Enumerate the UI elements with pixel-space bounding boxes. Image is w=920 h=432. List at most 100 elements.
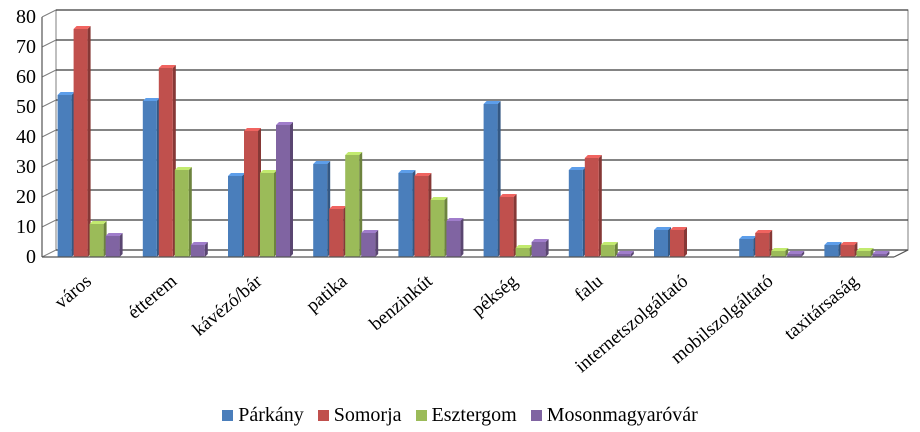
bar-4-2 — [430, 197, 448, 257]
x-tick-label-1: étterem — [124, 271, 181, 324]
bar-7-1 — [670, 227, 687, 257]
bar-top-6-0 — [568, 167, 586, 170]
legend-label-1: Somorja — [333, 404, 402, 426]
bar-top-0-2 — [89, 221, 107, 224]
bar-top-1-0 — [142, 98, 160, 101]
bar-side-7-1 — [684, 227, 687, 257]
bar-1-0 — [142, 98, 160, 257]
bar-6-3 — [616, 251, 634, 257]
bar-5-0 — [483, 101, 501, 257]
bar-front-2-2 — [260, 173, 274, 257]
bar-top-4-3 — [446, 218, 464, 221]
legend-label-0: Párkány — [238, 404, 304, 426]
y-tick-label-4: 40 — [16, 126, 36, 148]
legend-item-3: Mosonmagyaróvár — [530, 404, 698, 427]
grid-diagonal-6 — [41, 69, 57, 78]
legend-swatch-2 — [415, 410, 427, 421]
bar-top-3-0 — [313, 161, 331, 164]
bar-top-6-1 — [584, 155, 602, 158]
bar-top-9-0 — [824, 242, 842, 245]
x-tick-label-9: taxitársaság — [780, 270, 863, 344]
bar-top-0-3 — [105, 233, 123, 236]
x-tick-label-0: város — [51, 271, 96, 314]
x-axis-labels: város étterem kávézó/bár patika benzinkút pék… — [51, 270, 863, 377]
bar-2-1 — [244, 128, 261, 257]
bar-front-6-0 — [568, 170, 583, 257]
bar-front-0-1 — [73, 29, 88, 257]
bar-8-0 — [739, 236, 757, 257]
bar-front-0-0 — [57, 95, 72, 257]
bar-top-8-1 — [755, 230, 773, 233]
bar-side-6-2 — [614, 242, 618, 257]
bar-top-1-1 — [158, 65, 176, 68]
bar-top-8-0 — [739, 236, 757, 239]
bar-top-9-2 — [856, 248, 874, 251]
y-tick-label-0: 0 — [26, 246, 36, 268]
bar-front-8-0 — [739, 239, 754, 257]
bar-front-8-2 — [771, 251, 786, 257]
bar-front-6-1 — [584, 158, 599, 257]
bar-2-0 — [228, 173, 245, 257]
bar-front-0-3 — [105, 236, 120, 257]
y-axis-ticks: 0 10 20 30 40 50 60 70 80 — [16, 6, 36, 268]
bar-front-3-3 — [361, 233, 376, 257]
bar-front-2-3 — [276, 125, 290, 257]
bar-6-2 — [600, 242, 618, 257]
bar-top-5-3 — [531, 239, 549, 242]
grid-lines — [41, 9, 909, 258]
bar-top-3-3 — [361, 230, 379, 233]
bar-top-1-3 — [190, 242, 208, 245]
bar-top-6-3 — [616, 251, 634, 254]
bar-front-4-1 — [414, 176, 429, 257]
bar-3-0 — [313, 161, 331, 257]
bar-8-1 — [755, 230, 773, 257]
bar-7-0 — [654, 227, 671, 257]
legend-item-0: Párkány — [222, 404, 304, 427]
bar-top-5-1 — [499, 194, 517, 197]
y-tick-label-1: 10 — [16, 216, 36, 238]
bar-front-9-2 — [856, 251, 871, 257]
bar-side-9-3 — [886, 251, 890, 257]
bar-side-6-1 — [598, 155, 602, 257]
bar-side-1-3 — [204, 242, 208, 257]
bar-side-5-1 — [513, 194, 517, 257]
bar-front-1-0 — [142, 101, 157, 257]
floor-edge — [893, 249, 909, 258]
x-tick-label-5: pékség — [468, 270, 522, 320]
bar-top-4-1 — [414, 173, 432, 176]
x-tick-label-6: falu — [571, 270, 608, 305]
y-tick-label-5: 50 — [16, 96, 36, 118]
bar-top-8-2 — [771, 248, 789, 251]
bar-top-3-1 — [329, 206, 347, 209]
bar-top-9-3 — [872, 251, 890, 254]
bar-9-2 — [856, 248, 874, 257]
bar-0-3 — [105, 233, 123, 257]
y-tick-label-6: 60 — [16, 66, 36, 88]
bar-6-0 — [568, 167, 586, 257]
bar-front-5-3 — [531, 242, 546, 257]
x-tick-label-3: patika — [302, 270, 351, 316]
bar-side-8-1 — [769, 230, 773, 257]
grid-diagonal-5 — [41, 99, 57, 108]
bar-4-1 — [414, 173, 432, 257]
bar-front-7-0 — [654, 230, 668, 257]
bar-0-0 — [57, 92, 75, 257]
bar-front-5-1 — [499, 197, 514, 257]
bar-front-2-0 — [228, 176, 242, 257]
bar-9-0 — [824, 242, 842, 257]
bar-top-5-0 — [483, 101, 501, 104]
bar-1-2 — [174, 167, 192, 257]
bar-side-5-3 — [545, 239, 549, 257]
axes — [41, 17, 909, 258]
bar-side-0-3 — [119, 233, 123, 257]
bar-1-1 — [158, 65, 176, 257]
bar-side-4-3 — [460, 218, 464, 257]
x-tick-label-2: kávézó/bár — [189, 270, 267, 340]
bar-front-4-3 — [446, 221, 461, 257]
bar-3-3 — [361, 230, 379, 257]
bar-5-1 — [499, 194, 517, 257]
grid-diagonal-7 — [41, 39, 57, 48]
bar-side-6-3 — [630, 251, 634, 257]
bar-top-8-3 — [787, 251, 805, 254]
grid-diagonal-4 — [41, 129, 57, 138]
